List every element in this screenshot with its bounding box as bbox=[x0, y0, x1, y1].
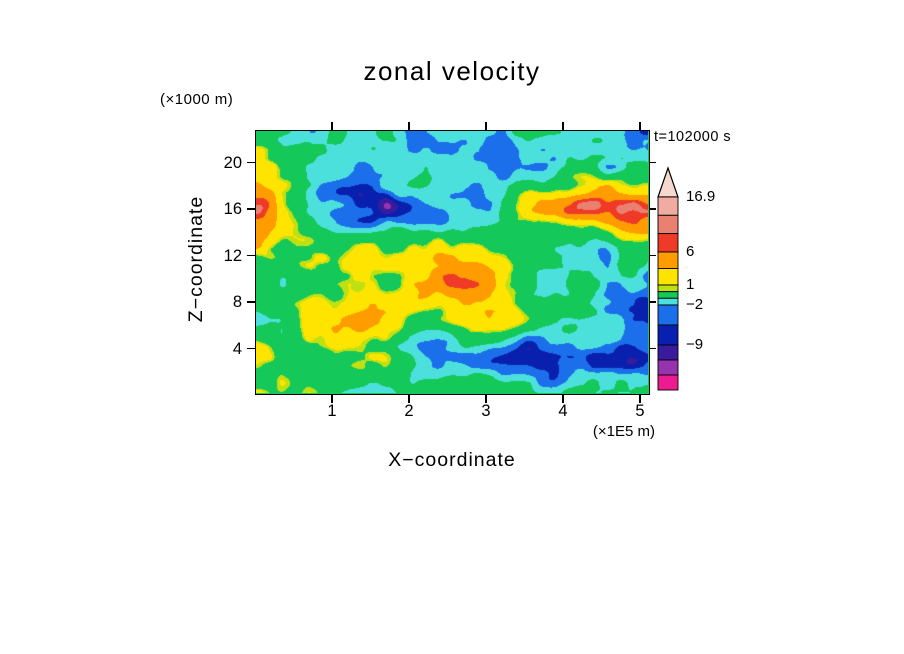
y-tick-label: 4 bbox=[232, 339, 242, 358]
x-axis-tick bbox=[408, 395, 410, 403]
y-axis-tick-right bbox=[650, 208, 656, 210]
y-axis-tick bbox=[247, 208, 255, 210]
x-tick-label: 5 bbox=[635, 402, 645, 420]
x-axis-tick bbox=[331, 395, 333, 403]
chart-title: zonal velocity bbox=[363, 56, 541, 86]
contour-field-canvas bbox=[256, 131, 648, 393]
colorbar-band bbox=[657, 284, 679, 293]
colorbar-band bbox=[657, 196, 679, 216]
x-axis-tick-top bbox=[639, 122, 641, 130]
x-tick-label: 3 bbox=[481, 402, 491, 420]
colorbar-band bbox=[657, 324, 679, 346]
colorbar-tick-label: 1 bbox=[686, 276, 695, 293]
colorbar-band bbox=[657, 374, 679, 391]
colorbar-band bbox=[657, 291, 679, 299]
colorbar-band bbox=[657, 251, 679, 269]
y-tick-label: 20 bbox=[223, 153, 242, 172]
y-axis-tick-right bbox=[650, 347, 656, 350]
x-axis-title: X−coordinate bbox=[388, 449, 516, 471]
colorbar-band bbox=[657, 268, 679, 286]
colorbar bbox=[657, 166, 679, 391]
x-axis-tick-top bbox=[408, 122, 410, 130]
colorbar-tick-label: −2 bbox=[686, 296, 704, 313]
x-axis-tick bbox=[562, 395, 564, 403]
x-tick-label: 1 bbox=[327, 402, 337, 420]
colorbar-tick-label: −9 bbox=[686, 336, 704, 353]
y-tick-label: 12 bbox=[223, 246, 242, 265]
y-axis-units-label: (×1000 m) bbox=[160, 91, 234, 108]
y-axis-tick-right bbox=[650, 301, 656, 303]
y-axis-tick bbox=[247, 347, 255, 350]
colorbar-tick-label: 6 bbox=[686, 243, 695, 260]
colorbar-band bbox=[657, 233, 679, 253]
colorbar-band bbox=[657, 304, 679, 326]
x-tick-label: 2 bbox=[404, 402, 414, 420]
x-tick-label: 4 bbox=[558, 402, 568, 420]
colorbar-band bbox=[657, 214, 679, 235]
y-tick-label: 8 bbox=[232, 293, 242, 312]
y-axis-tick bbox=[247, 254, 255, 257]
y-axis-tick bbox=[247, 301, 255, 303]
x-axis-units-label: (×1E5 m) bbox=[592, 423, 655, 440]
colorbar-band bbox=[657, 359, 679, 376]
y-tick-label: 16 bbox=[223, 200, 242, 219]
colorbar-band bbox=[657, 344, 679, 361]
x-axis-tick-top bbox=[485, 122, 487, 130]
colorbar-band bbox=[657, 297, 679, 306]
colorbar-tick-label: 16.9 bbox=[686, 188, 716, 205]
time-annotation: t=102000 s bbox=[654, 129, 732, 145]
y-axis-tick-right bbox=[650, 254, 656, 257]
x-axis-tick bbox=[639, 395, 641, 403]
plot-area bbox=[255, 130, 650, 395]
y-axis-tick bbox=[247, 161, 255, 164]
x-axis-tick bbox=[485, 395, 487, 403]
x-axis-tick-top bbox=[562, 122, 564, 130]
colorbar-overflow-arrow bbox=[657, 166, 679, 198]
x-axis-tick-top bbox=[331, 122, 333, 130]
y-axis-tick-right bbox=[650, 161, 656, 164]
